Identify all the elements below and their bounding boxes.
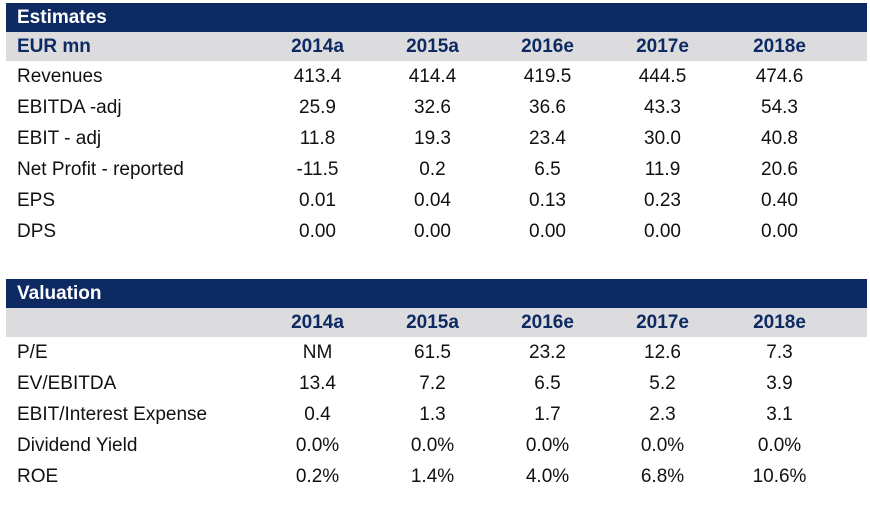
table-row: Net Profit - reported -11.5 0.2 6.5 11.9… bbox=[6, 154, 867, 185]
cell-value: 0.00 bbox=[644, 220, 681, 242]
cell-value: 0.0% bbox=[410, 434, 455, 456]
valuation-column-header: 2014a 2015a 2016e 2017e 2018e bbox=[6, 308, 867, 337]
cell-value: 30.0 bbox=[644, 127, 681, 149]
cell-value: 1.4% bbox=[410, 465, 455, 487]
cell-value: 0.00 bbox=[529, 220, 566, 242]
row-label: EV/EBITDA bbox=[17, 372, 117, 394]
cell-value: 11.9 bbox=[644, 158, 681, 180]
row-label: ROE bbox=[17, 465, 59, 487]
table-row: EPS 0.01 0.04 0.13 0.23 0.40 bbox=[6, 185, 867, 216]
table-row: ROE 0.2% 1.4% 4.0% 6.8% 10.6% bbox=[6, 461, 867, 492]
row-label: Revenues bbox=[17, 65, 103, 87]
cell-value: 10.6% bbox=[752, 465, 807, 487]
cell-value: 0.00 bbox=[299, 220, 336, 242]
cell-value: 0.2 bbox=[419, 158, 446, 180]
year-header: 2015a bbox=[406, 35, 459, 57]
cell-value: 13.4 bbox=[299, 372, 336, 394]
table-row: DPS 0.00 0.00 0.00 0.00 0.00 bbox=[6, 216, 867, 247]
row-label: EBIT - adj bbox=[17, 127, 102, 149]
cell-value: 20.6 bbox=[761, 158, 798, 180]
cell-value: 413.4 bbox=[293, 65, 342, 87]
year-header: 2018e bbox=[753, 311, 806, 333]
cell-value: 0.0% bbox=[525, 434, 570, 456]
table-row: EBIT/Interest Expense 0.4 1.3 1.7 2.3 3.… bbox=[6, 399, 867, 430]
year-header: 2017e bbox=[636, 35, 689, 57]
cell-value: 6.5 bbox=[534, 372, 561, 394]
cell-value: 2.3 bbox=[649, 403, 676, 425]
cell-value: 0.4 bbox=[304, 403, 331, 425]
table-row: P/E NM 61.5 23.2 12.6 7.3 bbox=[6, 337, 867, 368]
cell-value: 36.6 bbox=[529, 96, 566, 118]
valuation-title: Valuation bbox=[6, 279, 867, 308]
cell-value: 25.9 bbox=[299, 96, 336, 118]
cell-value: 12.6 bbox=[644, 341, 681, 363]
table-row: EBIT - adj 11.8 19.3 23.4 30.0 40.8 bbox=[6, 123, 867, 154]
cell-value: 0.0% bbox=[640, 434, 685, 456]
cell-value: 4.0% bbox=[525, 465, 570, 487]
cell-value: 61.5 bbox=[414, 341, 451, 363]
cell-value: NM bbox=[302, 341, 333, 363]
table-row: Revenues 413.4 414.4 419.5 444.5 474.6 bbox=[6, 61, 867, 92]
year-header: 2015a bbox=[406, 311, 459, 333]
cell-value: 19.3 bbox=[414, 127, 451, 149]
row-label: EBIT/Interest Expense bbox=[17, 403, 208, 425]
cell-value: 0.0% bbox=[295, 434, 340, 456]
cell-value: 3.9 bbox=[766, 372, 793, 394]
row-label: P/E bbox=[17, 341, 48, 363]
valuation-table: Valuation 2014a 2015a 2016e 2017e 2018e … bbox=[6, 279, 867, 492]
cell-value: 0.40 bbox=[761, 189, 798, 211]
year-header: 2018e bbox=[753, 35, 806, 57]
cell-value: 1.7 bbox=[534, 403, 561, 425]
cell-value: 7.2 bbox=[419, 372, 446, 394]
table-row: EV/EBITDA 13.4 7.2 6.5 5.2 3.9 bbox=[6, 368, 867, 399]
cell-value: 0.01 bbox=[299, 189, 336, 211]
year-header: 2016e bbox=[521, 311, 574, 333]
row-label: EBITDA -adj bbox=[17, 96, 122, 118]
row-label: DPS bbox=[17, 220, 57, 242]
table-row: Dividend Yield 0.0% 0.0% 0.0% 0.0% 0.0% bbox=[6, 430, 867, 461]
unit-label: EUR mn bbox=[17, 35, 91, 57]
estimates-title: Estimates bbox=[6, 3, 867, 32]
cell-value: 0.2% bbox=[295, 465, 340, 487]
cell-value: 6.5 bbox=[534, 158, 561, 180]
cell-value: 5.2 bbox=[649, 372, 676, 394]
cell-value: 474.6 bbox=[755, 65, 804, 87]
cell-value: 23.2 bbox=[529, 341, 566, 363]
cell-value: 54.3 bbox=[761, 96, 798, 118]
year-header: 2016e bbox=[521, 35, 574, 57]
cell-value: 43.3 bbox=[644, 96, 681, 118]
cell-value: 444.5 bbox=[638, 65, 687, 87]
cell-value: 0.13 bbox=[529, 189, 566, 211]
row-label: Net Profit - reported bbox=[17, 158, 184, 180]
year-header: 2017e bbox=[636, 311, 689, 333]
table-row: EBITDA -adj 25.9 32.6 36.6 43.3 54.3 bbox=[6, 92, 867, 123]
cell-value: 414.4 bbox=[408, 65, 457, 87]
cell-value: 0.00 bbox=[761, 220, 798, 242]
year-header: 2014a bbox=[291, 311, 344, 333]
estimates-table: Estimates EUR mn 2014a 2015a 2016e 2017e… bbox=[6, 3, 867, 247]
cell-value: 419.5 bbox=[523, 65, 572, 87]
cell-value: -11.5 bbox=[296, 158, 339, 180]
cell-value: 7.3 bbox=[766, 341, 793, 363]
year-header: 2014a bbox=[291, 35, 344, 57]
cell-value: 3.1 bbox=[766, 403, 793, 425]
cell-value: 0.0% bbox=[757, 434, 802, 456]
estimates-column-header: EUR mn 2014a 2015a 2016e 2017e 2018e bbox=[6, 32, 867, 61]
cell-value: 32.6 bbox=[414, 96, 451, 118]
cell-value: 6.8% bbox=[640, 465, 685, 487]
cell-value: 23.4 bbox=[529, 127, 566, 149]
cell-value: 11.8 bbox=[299, 127, 336, 149]
cell-value: 0.00 bbox=[414, 220, 451, 242]
cell-value: 1.3 bbox=[419, 403, 446, 425]
cell-value: 0.23 bbox=[644, 189, 681, 211]
cell-value: 40.8 bbox=[761, 127, 798, 149]
row-label: Dividend Yield bbox=[17, 434, 138, 456]
cell-value: 0.04 bbox=[414, 189, 451, 211]
row-label: EPS bbox=[17, 189, 56, 211]
